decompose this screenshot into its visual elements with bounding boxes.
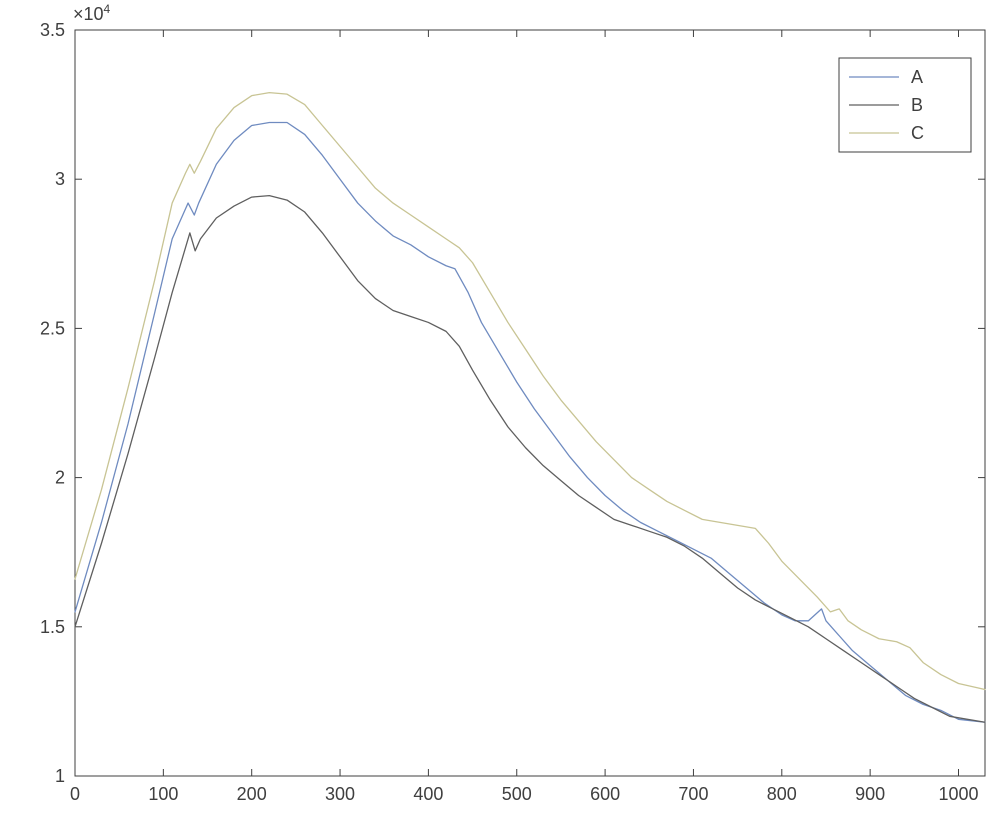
- series-line-b: [75, 196, 985, 723]
- x-tick-label: 1000: [938, 784, 978, 804]
- series-line-a: [75, 123, 985, 723]
- y-tick-label: 1: [55, 766, 65, 786]
- legend-label-b: B: [911, 95, 923, 115]
- x-tick-label: 400: [413, 784, 443, 804]
- y-tick-label: 1.5: [40, 617, 65, 637]
- x-tick-label: 200: [237, 784, 267, 804]
- y-tick-label: 3: [55, 169, 65, 189]
- legend-label-a: A: [911, 67, 923, 87]
- x-tick-label: 100: [148, 784, 178, 804]
- legend-label-c: C: [911, 123, 924, 143]
- y-tick-label: 3.5: [40, 20, 65, 40]
- chart-container: 0 100 200 300 400 500 600 700 800 900 1000 1 1.5 2 2.5…: [0, 0, 1000, 816]
- y-tick-label: 2: [55, 468, 65, 488]
- x-tick-label: 600: [590, 784, 620, 804]
- series-line-c: [75, 93, 985, 690]
- line-chart: 0 100 200 300 400 500 600 700 800 900 1000 1 1.5 2 2.5…: [0, 0, 1000, 816]
- y-tick-label: 2.5: [40, 318, 65, 338]
- x-tick-label: 700: [678, 784, 708, 804]
- x-tick-label: 300: [325, 784, 355, 804]
- x-tick-label: 0: [70, 784, 80, 804]
- x-tick-label: 900: [855, 784, 885, 804]
- x-tick-label: 800: [767, 784, 797, 804]
- y-axis-exponent: ×104: [73, 2, 111, 24]
- x-tick-label: 500: [502, 784, 532, 804]
